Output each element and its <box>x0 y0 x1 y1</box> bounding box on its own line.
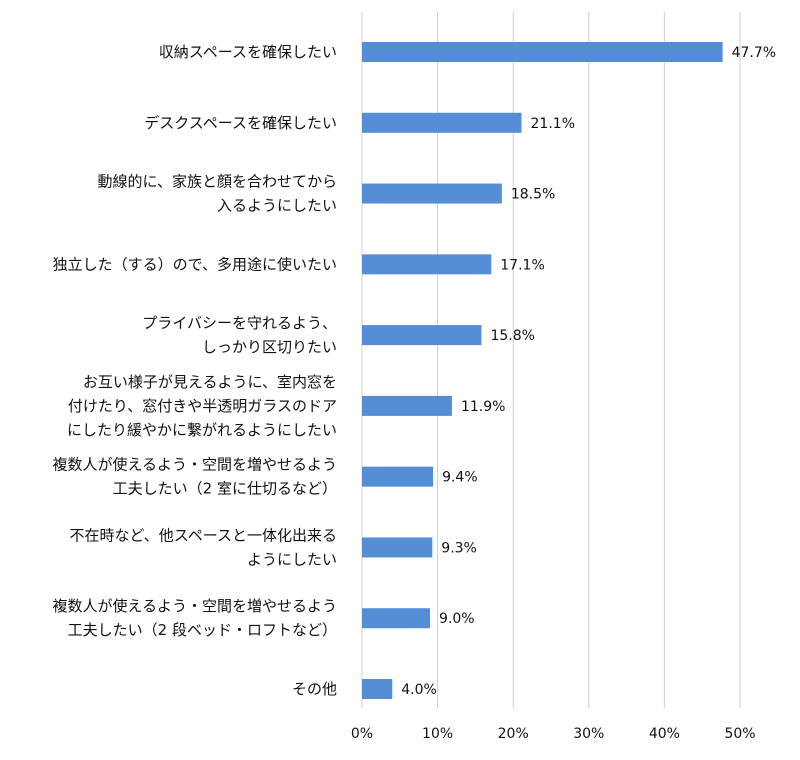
category-label-line: ようにしたい <box>247 550 337 568</box>
data-label: 9.3% <box>441 540 477 556</box>
x-tick-label: 20% <box>498 726 529 742</box>
category-label: プライバシーを守れるよう、しっかり区切りたい <box>142 314 337 356</box>
bars <box>362 42 723 699</box>
category-label-line: しっかり区切りたい <box>202 338 337 356</box>
data-label: 47.7% <box>732 45 776 61</box>
category-label-line: 複数人が使えるよう・空間を増やせるよう <box>52 597 337 615</box>
category-label-line: 入るようにしたい <box>217 197 337 215</box>
category-label: 独立した（する）ので、多用途に使いたい <box>53 255 337 273</box>
category-label: 収納スペースを確保したい <box>159 43 337 61</box>
value-labels: 47.7% 21.1% 18.5% 17.1% 15.8% 11.9% 9.4% 9.3% 9.… <box>401 45 776 698</box>
x-axis-ticks: 0% 10% 20% 30% 40% 50% <box>351 726 756 742</box>
category-label: 動線的に、家族と顔を合わせてから入るようにしたい <box>97 173 337 215</box>
category-label: デスクスペースを確保したい <box>144 114 337 132</box>
data-label: 21.1% <box>531 116 575 132</box>
data-label: 9.4% <box>442 470 478 486</box>
category-label: 不在時など、他スペースと一体化出来るようにしたい <box>70 526 337 568</box>
category-label: 複数人が使えるよう・空間を増やせるよう工夫したい（2 段ベッド・ロフトなど） <box>52 597 337 639</box>
category-label: その他 <box>292 680 337 698</box>
category-labels: 収納スペースを確保したいデスクスペースを確保したい動線的に、家族と顔を合わせてか… <box>52 43 337 698</box>
bar <box>362 679 393 699</box>
bar <box>362 183 502 204</box>
data-label: 17.1% <box>500 257 544 273</box>
data-label: 18.5% <box>511 187 555 203</box>
data-label: 11.9% <box>461 399 505 415</box>
category-label-line: その他 <box>292 680 337 698</box>
category-label-line: 独立した（する）ので、多用途に使いたい <box>53 255 337 273</box>
x-tick-label: 10% <box>422 726 453 742</box>
bar <box>362 254 492 275</box>
category-label-line: 収納スペースを確保したい <box>159 43 337 61</box>
bar <box>362 42 723 62</box>
bar <box>362 325 482 346</box>
bar <box>362 395 452 416</box>
category-label-line: 工夫したい（2 段ベッド・ロフトなど） <box>68 621 337 639</box>
category-label: 複数人が使えるよう・空間を増やせるよう工夫したい（2 室に仕切るなど） <box>52 456 337 498</box>
bar <box>362 466 434 487</box>
category-label-line: 動線的に、家族と顔を合わせてから <box>97 173 337 191</box>
bar <box>362 112 522 133</box>
category-label-line: お互い様子が見えるように、室内窓を <box>83 373 337 391</box>
bar <box>362 608 431 629</box>
x-tick-label: 50% <box>724 726 755 742</box>
category-label-line: デスクスペースを確保したい <box>144 114 337 132</box>
data-label: 9.0% <box>439 611 475 627</box>
category-label-line: 不在時など、他スペースと一体化出来る <box>70 526 337 544</box>
bar <box>362 537 433 558</box>
category-label-line: 付けたり、窓付きや半透明ガラスのドア <box>68 397 337 415</box>
category-label-line: 工夫したい（2 室に仕切るなど） <box>113 480 337 498</box>
category-label-line: にしたり緩やかに繋がれるようにしたい <box>67 421 337 439</box>
data-label: 15.8% <box>490 328 534 344</box>
data-label: 4.0% <box>401 682 437 698</box>
category-label-line: プライバシーを守れるよう、 <box>142 314 337 332</box>
x-tick-label: 30% <box>573 726 604 742</box>
category-label-line: 複数人が使えるよう・空間を増やせるよう <box>52 456 337 474</box>
x-tick-label: 40% <box>649 726 680 742</box>
x-tick-label: 0% <box>351 726 373 742</box>
category-label: お互い様子が見えるように、室内窓を付けたり、窓付きや半透明ガラスのドアにしたり緩… <box>67 373 337 439</box>
